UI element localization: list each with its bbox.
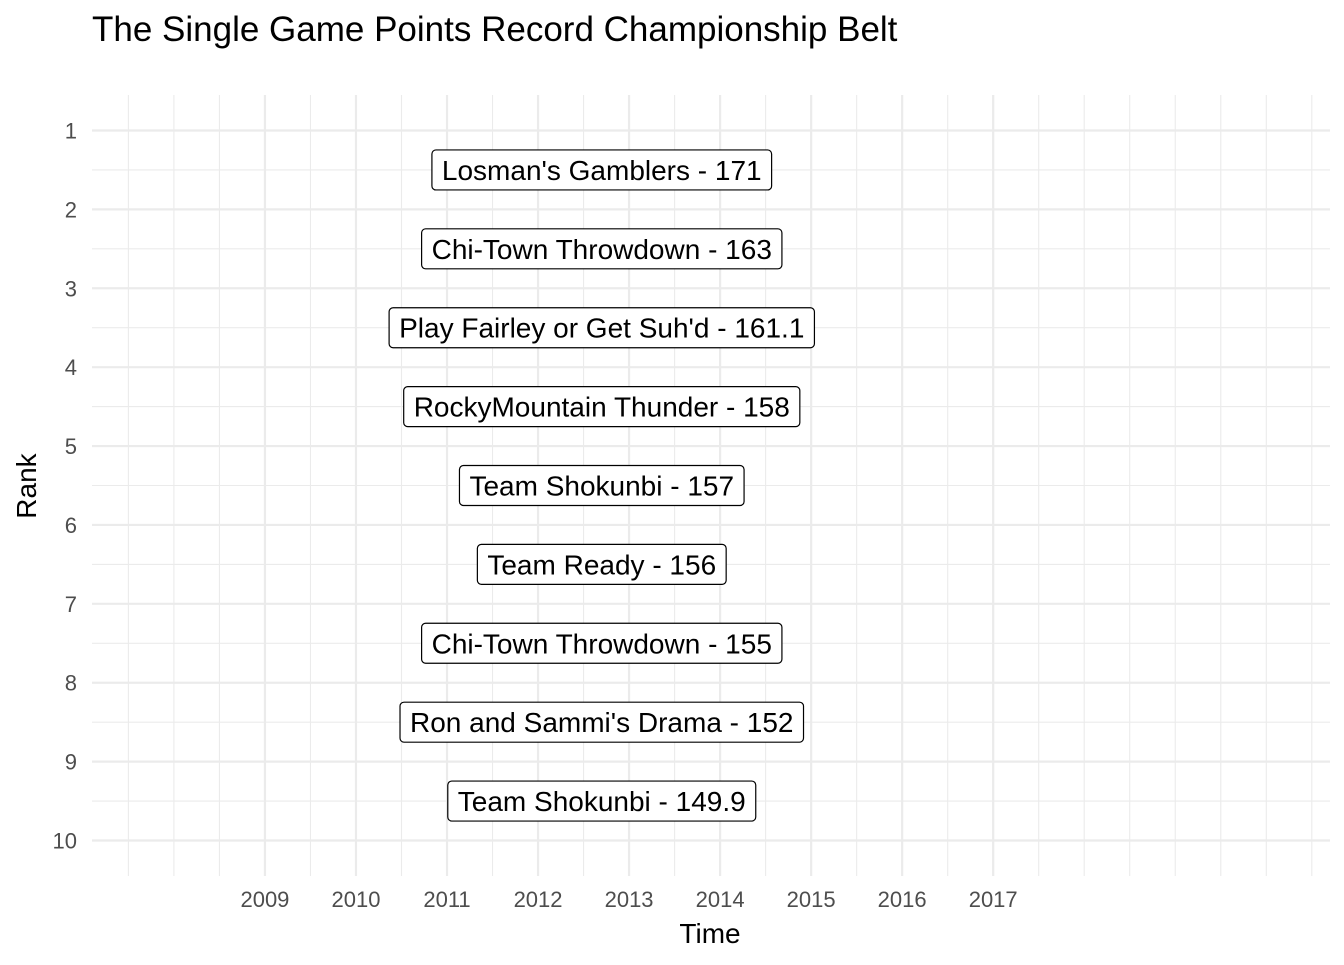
record-label-text: RockyMountain Thunder - 158 xyxy=(414,392,790,423)
record-label: Team Ready - 156 xyxy=(476,543,727,585)
record-label-box xyxy=(476,543,727,585)
record-label-text: Team Shokunbi - 157 xyxy=(469,471,734,502)
x-tick-label: 2010 xyxy=(332,887,381,912)
record-label-text: Team Ready - 156 xyxy=(487,549,716,580)
y-tick-label: 3 xyxy=(65,276,77,301)
record-label: Team Shokunbi - 157 xyxy=(458,464,745,507)
record-label-text: Chi-Town Throwdown - 155 xyxy=(432,628,772,659)
y-tick-label: 6 xyxy=(65,513,77,538)
record-label-text: Team Shokunbi - 149.9 xyxy=(458,786,746,817)
record-label-text: Play Fairley or Get Suh'd - 161.1 xyxy=(399,313,804,344)
record-label-box xyxy=(447,780,757,822)
record-label-box xyxy=(421,622,783,664)
y-tick-label: 5 xyxy=(65,434,77,459)
record-label: Chi-Town Throwdown - 155 xyxy=(421,622,783,664)
record-label-box xyxy=(421,228,783,270)
record-label: Ron and Sammi's Drama - 152 xyxy=(399,701,805,743)
x-tick-label: 2017 xyxy=(969,887,1018,912)
y-tick-label: 7 xyxy=(65,592,77,617)
chart-title: The Single Game Points Record Championsh… xyxy=(92,10,898,49)
x-tick-label: 2014 xyxy=(696,887,745,912)
y-tick-label: 1 xyxy=(65,119,77,144)
y-tick-label: 2 xyxy=(65,197,77,222)
x-tick-label: 2011 xyxy=(423,887,470,912)
record-label-box xyxy=(403,386,801,428)
x-axis-title: Time xyxy=(679,918,740,949)
x-tick-label: 2016 xyxy=(878,887,927,912)
y-tick-label: 10 xyxy=(53,829,77,854)
y-tick-label: 9 xyxy=(65,750,77,775)
record-label: Chi-Town Throwdown - 163 xyxy=(421,228,783,270)
record-label-text: Chi-Town Throwdown - 163 xyxy=(432,234,772,265)
y-tick-label: 8 xyxy=(65,671,77,696)
record-label: Team Shokunbi - 149.9 xyxy=(447,780,757,822)
x-tick-label: 2013 xyxy=(605,887,654,912)
record-label: Play Fairley or Get Suh'd - 161.1 xyxy=(388,307,816,349)
record-label-box xyxy=(399,701,805,743)
tick-layer: 2009 2010 2011 2012 2013 2014 2015 2016 2017 1 2 3 4… xyxy=(53,119,1018,913)
record-label-text: Ron and Sammi's Drama - 152 xyxy=(410,707,794,738)
label-layer: Losman's Gamblers - 171 Chi-Town Throwdow… xyxy=(388,149,816,822)
record-label-box xyxy=(431,149,773,191)
x-tick-label: 2012 xyxy=(514,887,563,912)
y-tick-label: 4 xyxy=(65,355,77,380)
record-label: RockyMountain Thunder - 158 xyxy=(403,386,801,428)
x-tick-label: 2009 xyxy=(240,887,289,912)
x-tick-label: 2015 xyxy=(787,887,836,912)
record-label-box xyxy=(458,464,745,507)
y-axis-title: Rank xyxy=(11,452,42,518)
record-label: Losman's Gamblers - 171 xyxy=(431,149,773,191)
record-label-text: Losman's Gamblers - 171 xyxy=(442,155,762,186)
record-label-box xyxy=(388,307,816,349)
